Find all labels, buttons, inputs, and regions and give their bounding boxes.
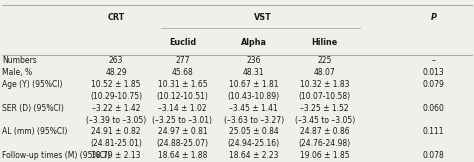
Text: Age (Y) (95%CI): Age (Y) (95%CI) bbox=[2, 80, 63, 89]
Text: Euclid: Euclid bbox=[169, 38, 196, 47]
Text: 48.31: 48.31 bbox=[243, 68, 264, 77]
Text: Male, %: Male, % bbox=[2, 68, 33, 77]
Text: 0.013: 0.013 bbox=[423, 68, 445, 77]
Text: 45.68: 45.68 bbox=[172, 68, 193, 77]
Text: 10.67 ± 1.81: 10.67 ± 1.81 bbox=[229, 80, 278, 89]
Text: 19.06 ± 1.85: 19.06 ± 1.85 bbox=[300, 151, 349, 160]
Text: 10.52 ± 1.85: 10.52 ± 1.85 bbox=[91, 80, 141, 89]
Text: 0.060: 0.060 bbox=[423, 104, 445, 113]
Text: –3.14 ± 1.02: –3.14 ± 1.02 bbox=[158, 104, 207, 113]
Text: –3.22 ± 1.42: –3.22 ± 1.42 bbox=[92, 104, 140, 113]
Text: SER (D) (95%CI): SER (D) (95%CI) bbox=[2, 104, 64, 113]
Text: (10.43-10.89): (10.43-10.89) bbox=[228, 92, 280, 101]
Text: AL (mm) (95%CI): AL (mm) (95%CI) bbox=[2, 127, 68, 136]
Text: 0.111: 0.111 bbox=[423, 127, 445, 136]
Text: 236: 236 bbox=[246, 57, 261, 65]
Text: 24.97 ± 0.81: 24.97 ± 0.81 bbox=[158, 127, 207, 136]
Text: 48.07: 48.07 bbox=[314, 68, 336, 77]
Text: (10.07-10.58): (10.07-10.58) bbox=[299, 92, 351, 101]
Text: –: – bbox=[432, 57, 436, 65]
Text: Follow-up times (M) (95%CI): Follow-up times (M) (95%CI) bbox=[2, 151, 110, 160]
Text: VST: VST bbox=[254, 13, 272, 22]
Text: 18.64 ± 2.23: 18.64 ± 2.23 bbox=[229, 151, 278, 160]
Text: 18.64 ± 1.88: 18.64 ± 1.88 bbox=[158, 151, 207, 160]
Text: 225: 225 bbox=[318, 57, 332, 65]
Text: CRT: CRT bbox=[108, 13, 125, 22]
Text: (10.29-10.75): (10.29-10.75) bbox=[90, 92, 142, 101]
Text: 10.31 ± 1.65: 10.31 ± 1.65 bbox=[158, 80, 207, 89]
Text: Alpha: Alpha bbox=[241, 38, 266, 47]
Text: –3.25 ± 1.52: –3.25 ± 1.52 bbox=[301, 104, 349, 113]
Text: 0.078: 0.078 bbox=[423, 151, 445, 160]
Text: 24.87 ± 0.86: 24.87 ± 0.86 bbox=[300, 127, 349, 136]
Text: 0.079: 0.079 bbox=[423, 80, 445, 89]
Text: Hiline: Hiline bbox=[311, 38, 338, 47]
Text: (–3.25 to –3.01): (–3.25 to –3.01) bbox=[153, 116, 212, 125]
Text: 18.79 ± 2.13: 18.79 ± 2.13 bbox=[91, 151, 141, 160]
Text: (24.76-24.98): (24.76-24.98) bbox=[299, 139, 351, 148]
Text: (–3.45 to –3.05): (–3.45 to –3.05) bbox=[294, 116, 355, 125]
Text: 25.05 ± 0.84: 25.05 ± 0.84 bbox=[229, 127, 278, 136]
Text: 10.32 ± 1.83: 10.32 ± 1.83 bbox=[300, 80, 349, 89]
Text: P: P bbox=[431, 13, 437, 22]
Text: (24.88-25.07): (24.88-25.07) bbox=[156, 139, 209, 148]
Text: (10.12-10.51): (10.12-10.51) bbox=[156, 92, 209, 101]
Text: Numbers: Numbers bbox=[2, 57, 37, 65]
Text: (–3.39 to –3.05): (–3.39 to –3.05) bbox=[86, 116, 146, 125]
Text: 24.91 ± 0.82: 24.91 ± 0.82 bbox=[91, 127, 141, 136]
Text: –3.45 ± 1.41: –3.45 ± 1.41 bbox=[229, 104, 278, 113]
Text: (24.81-25.01): (24.81-25.01) bbox=[90, 139, 142, 148]
Text: 48.29: 48.29 bbox=[105, 68, 127, 77]
Text: 263: 263 bbox=[109, 57, 123, 65]
Text: (24.94-25.16): (24.94-25.16) bbox=[228, 139, 280, 148]
Text: 277: 277 bbox=[175, 57, 190, 65]
Text: (–3.63 to –3.27): (–3.63 to –3.27) bbox=[224, 116, 283, 125]
